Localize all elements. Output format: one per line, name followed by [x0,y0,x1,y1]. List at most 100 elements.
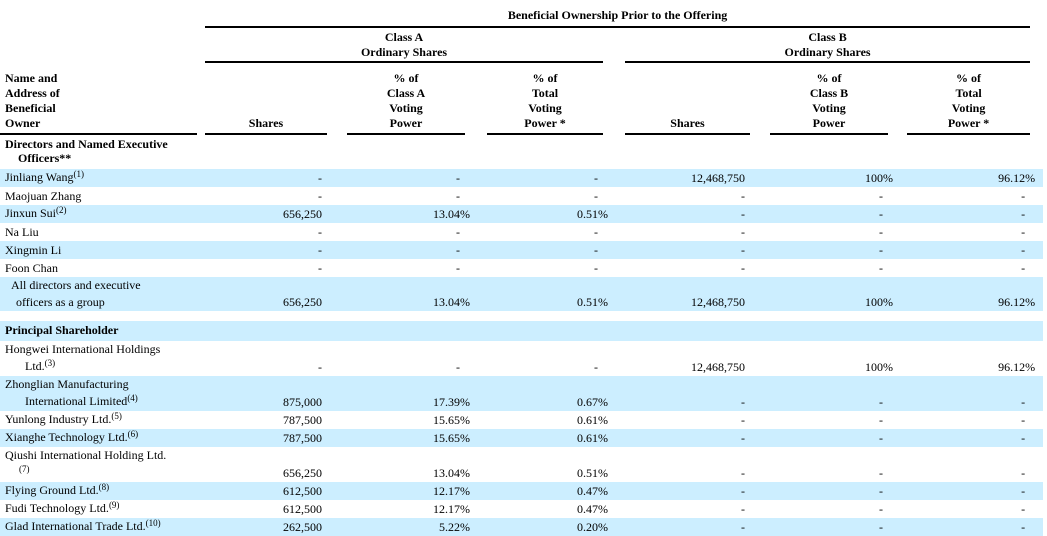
cell-shares-b: 12,468,750 [691,360,745,374]
gap-cell [327,169,347,187]
spacer-cell [0,311,1043,321]
gap-cell [327,259,347,277]
owner-name-text: Xingmin Li [5,243,62,257]
header-line: Total [531,86,559,100]
group-header-line: Class A [384,30,424,44]
cell-pct-total-a: - [594,261,598,275]
percent-value: 0.67% [577,395,608,409]
owner-name-line: Zhonglian Manufacturing [5,376,197,393]
table-title: Beneficial Ownership Prior to the Offeri… [205,0,1031,28]
cell-pct-class-b: - [879,520,883,534]
gap-cell [888,411,907,429]
owner-name-cell: Glad International Trade Ltd.(10) [0,518,197,536]
owner-name-cell: Yunlong Industry Ltd.(5) [0,411,197,429]
cell-pct-total-b [907,321,1030,341]
header-line: % of [956,71,982,85]
cell-pct-class-b: - [879,261,883,275]
owner-name-line: Na Liu [5,224,197,241]
gap-cell [197,411,205,429]
cell-pct-total-b: - [1021,395,1026,409]
owner-name-text: Glad International Trade Ltd. [5,519,146,533]
percent-value: 0.61% [577,413,608,427]
gap-cell [888,518,907,536]
owner-name-text: All directors and executive [11,278,141,292]
owner-name-text: Jinliang Wang [5,170,74,184]
header-line: Power * [947,116,990,130]
owner-name-line: Xianghe Technology Ltd.(6) [5,429,197,447]
gap-cell [603,134,625,169]
cell-shares-a: - [318,171,322,185]
gap-cell [750,518,770,536]
owner-name-text: Flying Ground Ltd. [5,483,99,497]
cell-pct-class-b: - [879,502,883,516]
gap-cell [888,482,907,500]
cell-pct-class-a: - [456,261,460,275]
gap-cell [327,429,347,447]
cell-shares-a: 656,250 [283,466,322,480]
col-header-shares-a: Shares [205,62,327,135]
gap-cell [197,169,205,187]
edge-cell [1030,205,1043,223]
owner-row: Na Liu - - - - - - [0,223,1043,241]
group-header-line: Ordinary Shares [360,45,448,59]
cell-pct-class-b: - [879,466,883,480]
cell-pct-total-a: 0.51% [487,205,608,223]
ownership-table-body: Directors and Named Executive Officers** J… [0,134,1044,536]
owner-name-line: Foon Chan [5,260,197,277]
gap-cell [197,482,205,500]
col-header-pct-class-a: % of Class A Voting Power [347,62,465,135]
header-line: % of [393,71,419,85]
edge-cell [1030,518,1043,536]
header-line: Power * [524,116,566,130]
percent-value: 0.51% [577,466,608,480]
gap-cell [327,205,347,223]
edge-cell [1030,259,1043,277]
header-line: Name and [5,71,58,85]
gap-cell [465,341,487,376]
gap-cell [197,376,205,411]
gap-cell [327,321,347,341]
owner-name-text: Maojuan Zhang [5,189,82,203]
edge-cell [1030,411,1043,429]
gap-cell [750,482,770,500]
percent-value: 0.61% [577,431,608,445]
header-line: Address of [5,86,60,100]
group-header-line: Class B [808,30,847,44]
owner-name-cell: Foon Chan [0,259,197,277]
gap-cell [327,277,347,311]
gap-cell [197,277,205,311]
cell-pct-total-b: 96.12% [907,277,1035,311]
cell-shares-a: 262,500 [283,520,322,534]
gap-cell [197,205,205,223]
owner-name-cell: Na Liu [0,223,197,241]
cell-pct-total-b: - [1021,484,1026,498]
percent-value: 0.51% [577,207,608,221]
col-header-pct-total-b: % of Total Voting Power * [907,62,1031,135]
owner-name-text: Officers** [18,151,72,165]
cell-pct-class-b: - [879,243,883,257]
owner-name-line: Flying Ground Ltd.(8) [5,482,197,500]
section-header-row: Principal Shareholder [0,321,1044,341]
gap-cell [888,241,907,259]
cell-pct-class-b: - [879,431,883,445]
class-b-group-header: Class B Ordinary Shares [625,27,1031,63]
gap-cell [750,241,770,259]
header-line: Power [812,116,846,130]
owner-row: Flying Ground Ltd.(8) 612,500 12.17% 0.47% -… [0,482,1044,500]
owner-name-cell: Principal Shareholder [0,321,197,341]
owner-name-line: Principal Shareholder [5,323,197,337]
gap-cell [465,187,487,205]
cell-shares-b: - [741,520,745,534]
gap-cell [327,62,347,134]
gap-cell [465,62,487,134]
gap-cell [603,321,625,341]
gap-cell [197,134,205,169]
gap-cell [327,241,347,259]
gap-cell [888,205,907,223]
footnote-reference: (3) [44,358,56,368]
cell-pct-total-a: 0.20% [487,518,608,536]
footnote-reference: (7) [19,464,30,474]
percent-value: 15.65% [433,413,470,427]
gap-cell [327,223,347,241]
